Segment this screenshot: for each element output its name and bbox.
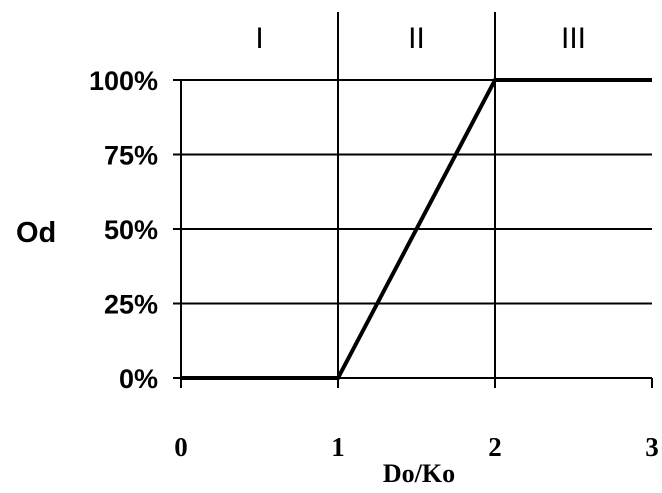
x-tick-label-2: 2 [488, 432, 502, 462]
x-tick-labels: 0 1 2 3 [174, 432, 659, 462]
y-tick-label-4: 100% [89, 66, 158, 96]
x-tick-label-3: 3 [645, 432, 659, 462]
region-labels: I II III [255, 22, 586, 55]
grid [173, 79, 652, 379]
region-label-1: I [255, 22, 263, 55]
y-tick-label-1: 25% [104, 290, 158, 320]
region-label-3: III [561, 22, 586, 55]
y-tick-label-0: 0% [119, 364, 158, 394]
series [181, 78, 652, 380]
y-tick-label-3: 75% [104, 141, 158, 171]
axes [180, 80, 653, 388]
region-label-2: II [408, 22, 425, 55]
y-tick-label-2: 50% [104, 215, 158, 245]
region-dividers [337, 12, 496, 388]
y-axis-label: Od [16, 217, 56, 249]
x-tick-label-0: 0 [174, 432, 188, 462]
series-line-0 [181, 78, 652, 380]
x-tick-label-1: 1 [331, 432, 345, 462]
y-tick-labels: 0% 25% 50% 75% 100% [89, 66, 158, 394]
x-axis-label: Do/Ko [383, 459, 455, 488]
